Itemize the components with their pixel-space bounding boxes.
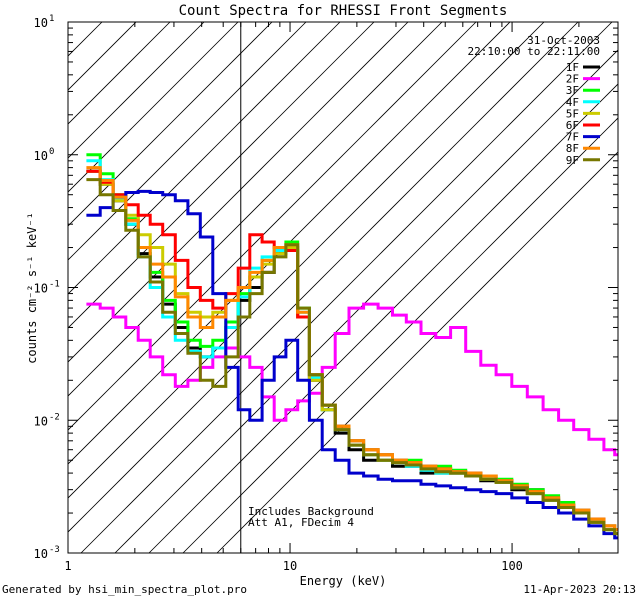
y-tick-exponent: -2 xyxy=(49,412,60,422)
x-tick-label: 100 xyxy=(501,559,523,573)
hatch-line xyxy=(68,22,307,261)
time-range-label: 22:10:00 to 22:11:00 xyxy=(468,45,600,58)
legend-label: 1F xyxy=(566,61,579,74)
hatch-line xyxy=(68,22,477,431)
x-tick-label: 10 xyxy=(283,559,297,573)
legend-label: 8F xyxy=(566,142,579,155)
hatch-line xyxy=(114,49,618,553)
series-1f xyxy=(86,169,618,536)
y-tick-label: 10 xyxy=(34,149,48,163)
series-7f xyxy=(86,189,618,540)
y-tick-label: 10 xyxy=(34,282,48,296)
hatch-line xyxy=(68,22,205,159)
hatch-line xyxy=(68,22,545,499)
legend-label: 3F xyxy=(566,84,579,97)
hatch-line xyxy=(68,22,443,397)
annotation-attenuator: Att A1, FDecim 4 xyxy=(248,516,354,529)
legend-label: 9F xyxy=(566,154,579,167)
hatch-line xyxy=(182,117,618,553)
y-tick-exponent: 1 xyxy=(49,14,54,24)
y-tick-exponent: -3 xyxy=(49,545,60,555)
y-tick-exponent: -1 xyxy=(49,280,60,290)
series-layer xyxy=(86,153,618,540)
hatch-line xyxy=(216,151,618,553)
y-tick-label: 10 xyxy=(34,547,48,561)
hatch-line xyxy=(68,22,409,363)
date-label: 31-Oct-2003 xyxy=(527,34,600,47)
legend-label: 7F xyxy=(566,131,579,144)
y-tick-label: 10 xyxy=(34,414,48,428)
hatch-line xyxy=(68,22,273,227)
footer-generated-by: Generated by hsi_min_spectra_plot.pro xyxy=(2,583,248,596)
series-9f xyxy=(86,178,618,536)
y-tick-exponent: 0 xyxy=(49,147,54,157)
y-tick-label: 10 xyxy=(34,16,48,30)
chart-title: Count Spectra for RHESSI Front Segments xyxy=(179,3,508,19)
hatch-line xyxy=(68,22,579,533)
hatch-line xyxy=(68,22,171,125)
x-axis-label: Energy (keV) xyxy=(300,574,387,588)
series-4f xyxy=(86,159,618,536)
y-axis-label: counts cm⁻² s⁻¹ keV⁻¹ xyxy=(25,212,39,364)
series-5f xyxy=(86,169,618,536)
hatch-line xyxy=(148,83,618,553)
footer-timestamp: 11-Apr-2023 20:13 xyxy=(523,583,636,596)
series-6f xyxy=(86,169,618,532)
hatch-line xyxy=(80,22,613,553)
legend-label: 6F xyxy=(566,119,579,132)
annotation-background: Includes Background xyxy=(248,505,374,518)
series-2f xyxy=(86,302,618,457)
legend-label: 4F xyxy=(566,96,579,109)
hatch-line xyxy=(68,22,375,329)
hatched-region xyxy=(68,22,618,553)
legend-label: 5F xyxy=(566,107,579,120)
x-tick-label: 1 xyxy=(64,559,71,573)
legend-label: 2F xyxy=(566,73,579,86)
hatch-line xyxy=(68,22,239,193)
